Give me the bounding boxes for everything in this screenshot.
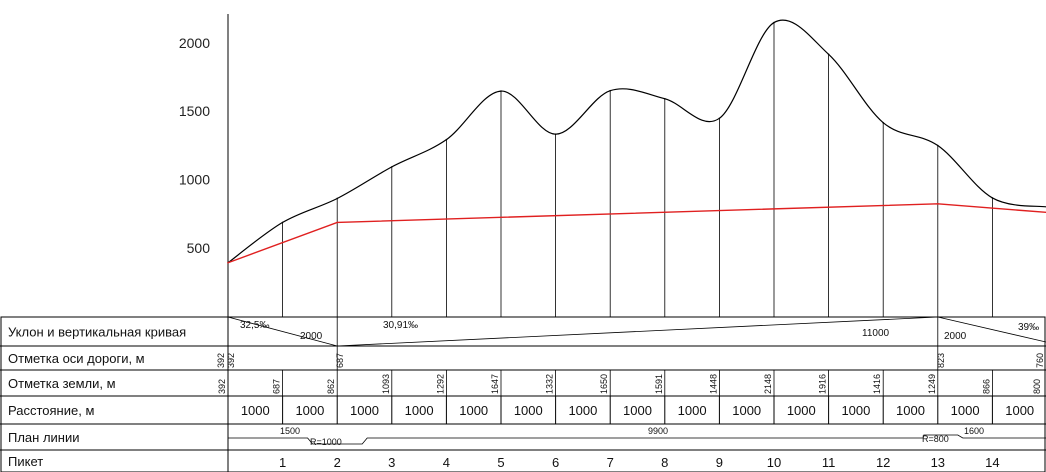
distance-value: 1000 xyxy=(241,403,270,418)
picket-label: 3 xyxy=(388,455,395,470)
plan-line-trace xyxy=(228,434,1046,445)
distance-value: 1000 xyxy=(841,403,870,418)
distance-value: 1000 xyxy=(787,403,816,418)
ground-elevation-value: 1249 xyxy=(927,374,937,394)
distance-value: 1000 xyxy=(896,403,925,418)
ground-elevation-value: 1448 xyxy=(708,374,718,394)
ground-point xyxy=(554,133,557,135)
ground-elevation-value: 392 xyxy=(217,379,227,394)
y-tick-label: 1500 xyxy=(179,103,210,119)
distance-value: 1000 xyxy=(951,403,980,418)
table-frame xyxy=(0,316,1046,472)
ground-point xyxy=(882,121,884,124)
picket-label: 9 xyxy=(716,455,723,470)
distance-value: 1000 xyxy=(514,403,543,418)
ground-point xyxy=(500,90,502,92)
table-row-label: Отметка земли, м xyxy=(8,376,116,391)
picket-label: 5 xyxy=(497,455,504,470)
ground-elevation-value: 687 xyxy=(272,379,282,394)
ground-point xyxy=(827,53,830,56)
ground-elevation-value: 800 xyxy=(1032,379,1042,394)
distance-value: 1000 xyxy=(405,403,434,418)
y-tick-label: 2000 xyxy=(179,35,210,51)
picket-label: 13 xyxy=(931,455,945,470)
picket-label: 14 xyxy=(985,455,999,470)
distance-value: 1000 xyxy=(350,403,379,418)
slope-segment xyxy=(227,316,338,347)
ground-point xyxy=(609,89,611,92)
distance-value: 1000 xyxy=(732,403,761,418)
road-axis-value: 392 xyxy=(216,353,226,368)
distance-value: 1000 xyxy=(459,403,488,418)
vertical-curve-radius: 2000 xyxy=(944,331,967,342)
distance-value: 1000 xyxy=(678,403,707,418)
ground-elevation-value: 1647 xyxy=(490,374,500,394)
y-tick-label: 500 xyxy=(187,240,211,256)
road-point xyxy=(227,261,229,264)
distance-value: 1000 xyxy=(295,403,324,418)
ground-point xyxy=(937,144,939,147)
ground-elevation-value: 862 xyxy=(326,379,336,394)
table-row-label: Расстояние, м xyxy=(8,403,94,418)
ground-point xyxy=(773,21,775,24)
ground-elevation-value: 1591 xyxy=(654,374,664,394)
picket-label: 11 xyxy=(822,455,836,470)
plan-straight-length: 1500 xyxy=(280,426,300,436)
plan-curve-radius: R=800 xyxy=(922,434,949,444)
slope-value: 32,5‰ xyxy=(240,320,269,331)
distance-value: 1000 xyxy=(568,403,597,418)
ground-elevation-value: 1292 xyxy=(435,374,445,394)
vertical-curve-radius: 2000 xyxy=(300,331,323,342)
ground-point xyxy=(991,197,994,199)
y-tick-label: 1000 xyxy=(179,172,210,188)
plan-straight-length: 1600 xyxy=(964,426,984,436)
picket-label: 6 xyxy=(552,455,559,470)
ground-elevation-value: 2148 xyxy=(763,374,773,394)
table-row-label: Уклон и вертикальная кривая xyxy=(8,325,186,340)
ground-point xyxy=(336,197,339,200)
table-row-label: План линии xyxy=(8,430,80,445)
picket-label: 1 xyxy=(279,455,286,470)
slope-segment xyxy=(937,316,1046,343)
slope-segment xyxy=(337,316,938,347)
ground-point xyxy=(391,166,393,168)
ground-elevation-value: 1650 xyxy=(599,374,609,394)
table-row-label: Отметка оси дороги, м xyxy=(8,351,145,366)
picket-label: 4 xyxy=(443,455,450,470)
road-axis-value: 687 xyxy=(335,353,345,368)
ground-point xyxy=(664,97,666,100)
ground-elevation-value: 1093 xyxy=(381,374,391,394)
picket-label: 12 xyxy=(876,455,890,470)
ground-elevation-value: 1416 xyxy=(872,374,882,394)
road-axis-value: 760 xyxy=(1035,353,1045,368)
picket-label: 10 xyxy=(767,455,781,470)
ground-point xyxy=(445,138,448,141)
plan-straight-length: 9900 xyxy=(648,426,668,436)
road-point xyxy=(937,203,939,205)
road-axis-value: 823 xyxy=(936,353,946,368)
slope-value: 30,91‰ xyxy=(383,320,418,331)
distance-value: 1000 xyxy=(1005,403,1034,418)
distance-value: 1000 xyxy=(623,403,652,418)
picket-label: 2 xyxy=(334,455,341,470)
road-point xyxy=(336,221,339,224)
table-row-label: Пикет xyxy=(8,454,43,469)
picket-label: 7 xyxy=(607,455,614,470)
ground-profile-line xyxy=(227,19,1046,264)
ground-elevation-value: 866 xyxy=(981,379,991,394)
plan-curve-radius: R=1000 xyxy=(310,437,342,447)
ground-point xyxy=(718,117,721,120)
ground-point xyxy=(281,221,284,224)
slope-value: 39‰ xyxy=(1018,322,1039,333)
road-axis-value: 392 xyxy=(226,353,236,368)
picket-label: 8 xyxy=(661,455,668,470)
road-design-line xyxy=(227,203,1046,264)
vertical-curve-radius: 11000 xyxy=(862,328,890,339)
ground-elevation-value: 1332 xyxy=(545,374,555,394)
ground-elevation-value: 1916 xyxy=(818,374,828,394)
